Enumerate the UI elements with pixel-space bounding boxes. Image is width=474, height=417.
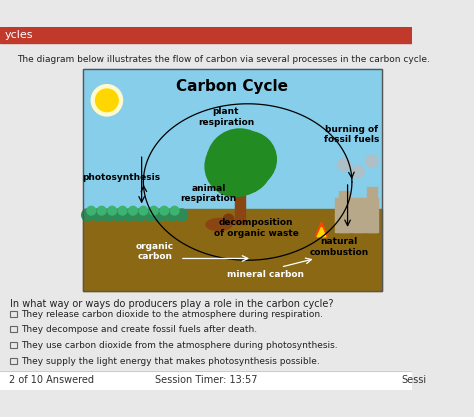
Text: decomposition
of organic waste: decomposition of organic waste	[214, 219, 299, 238]
Text: animal
respiration: animal respiration	[181, 183, 237, 203]
Bar	[335, 198, 378, 232]
Circle shape	[144, 209, 156, 221]
Polygon shape	[315, 222, 328, 237]
Bar	[10, 342, 17, 348]
Text: plant
respiration: plant respiration	[198, 107, 254, 126]
Circle shape	[102, 209, 115, 221]
Bar	[82, 208, 383, 291]
Text: They release carbon dioxide to the atmosphere during respiration.: They release carbon dioxide to the atmos…	[21, 309, 323, 319]
Text: mineral carbon: mineral carbon	[227, 271, 303, 279]
Circle shape	[87, 206, 96, 215]
Bar	[367, 187, 377, 232]
Polygon shape	[317, 227, 326, 237]
Circle shape	[134, 209, 146, 221]
Text: natural
combustion: natural combustion	[309, 237, 368, 257]
Circle shape	[118, 206, 127, 215]
Circle shape	[165, 209, 177, 221]
Ellipse shape	[206, 219, 232, 231]
Text: They decompose and create fossil fuels after death.: They decompose and create fossil fuels a…	[21, 325, 257, 334]
Text: ycles: ycles	[4, 30, 33, 40]
Text: In what way or ways do producers play a role in the carbon cycle?: In what way or ways do producers play a …	[10, 299, 334, 309]
Circle shape	[128, 206, 137, 215]
Circle shape	[139, 206, 148, 215]
Circle shape	[352, 166, 364, 178]
Text: They use carbon dioxide from the atmosphere during photosynthesis.: They use carbon dioxide from the atmosph…	[21, 341, 337, 350]
Bar	[236, 180, 245, 224]
Text: Session Timer: 13:57: Session Timer: 13:57	[155, 375, 257, 385]
Bar	[10, 326, 17, 332]
Circle shape	[338, 158, 350, 171]
Circle shape	[113, 209, 125, 221]
Circle shape	[175, 209, 188, 221]
Bar	[0, 371, 412, 389]
Circle shape	[97, 206, 106, 215]
Circle shape	[205, 136, 266, 197]
Text: Sessi: Sessi	[401, 375, 427, 385]
Circle shape	[207, 129, 273, 195]
Circle shape	[366, 155, 378, 167]
Circle shape	[149, 206, 158, 215]
Bar	[339, 191, 349, 232]
Bar	[0, 28, 412, 43]
Text: 2 of 10 Answered: 2 of 10 Answered	[9, 375, 94, 385]
Circle shape	[108, 206, 117, 215]
Circle shape	[155, 209, 167, 221]
Bar	[82, 69, 383, 291]
Circle shape	[96, 89, 118, 112]
Bar	[353, 198, 363, 232]
Bar	[82, 69, 383, 208]
Text: Carbon Cycle: Carbon Cycle	[176, 80, 289, 95]
Circle shape	[160, 206, 169, 215]
Text: organic
carbon: organic carbon	[136, 242, 174, 261]
Circle shape	[91, 85, 122, 116]
Text: burning of
fossil fuels: burning of fossil fuels	[324, 125, 380, 144]
Text: photosynthesis: photosynthesis	[82, 173, 161, 182]
Circle shape	[221, 132, 276, 187]
Text: The diagram below illustrates the flow of carbon via several processes in the ca: The diagram below illustrates the flow o…	[18, 55, 430, 64]
Circle shape	[92, 209, 104, 221]
Bar	[10, 357, 17, 364]
Text: They supply the light energy that makes photosynthesis possible.: They supply the light energy that makes …	[21, 357, 319, 366]
Circle shape	[223, 214, 234, 225]
Circle shape	[82, 209, 94, 221]
Circle shape	[123, 209, 136, 221]
Circle shape	[170, 206, 179, 215]
Bar	[10, 311, 17, 317]
